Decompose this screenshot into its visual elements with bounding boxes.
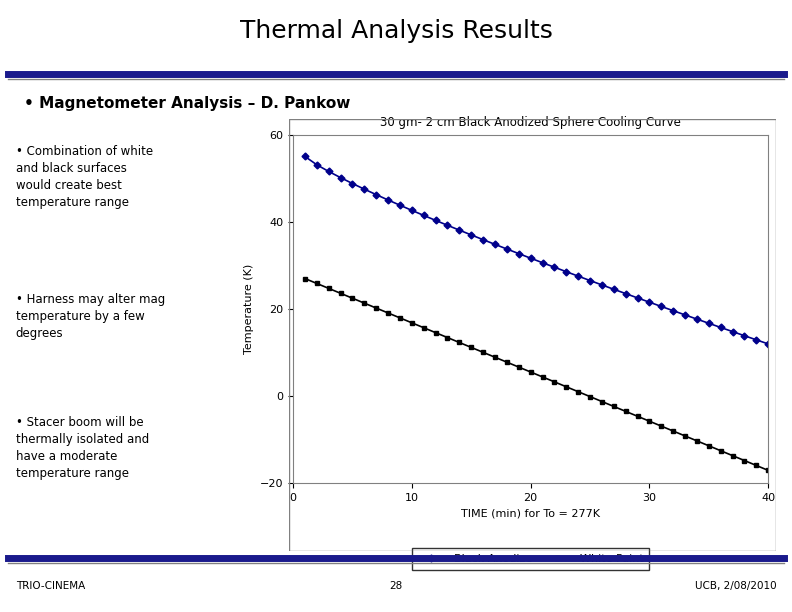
Black Anodize — [312, 161, 322, 168]
Black Anodize — [455, 226, 464, 234]
White Paint — [348, 294, 357, 302]
Black Anodize — [538, 259, 547, 266]
White Paint — [466, 344, 476, 351]
Text: 28: 28 — [390, 581, 402, 591]
White Paint — [573, 388, 583, 395]
White Paint — [668, 427, 678, 435]
White Paint — [502, 359, 512, 366]
Black Anodize — [371, 191, 381, 198]
Black Anodize — [763, 340, 773, 348]
Black Anodize — [668, 307, 678, 315]
White Paint — [621, 408, 630, 415]
White Paint — [692, 437, 702, 444]
White Paint — [514, 364, 524, 371]
Black Anodize — [680, 312, 690, 319]
Black Anodize — [752, 336, 761, 343]
Legend: Black Anodize, White Paint: Black Anodize, White Paint — [412, 548, 649, 570]
Text: • Harness may alter mag
temperature by a few
degrees: • Harness may alter mag temperature by a… — [16, 293, 165, 340]
Text: • Magnetometer Analysis – D. Pankow: • Magnetometer Analysis – D. Pankow — [24, 95, 350, 111]
Black Anodize — [609, 286, 619, 293]
White Paint — [763, 467, 773, 474]
Black Anodize — [443, 222, 452, 229]
Black Anodize — [395, 201, 405, 209]
Black Anodize — [740, 332, 749, 340]
Title: 30 gm- 2 cm Black Anodized Sphere Cooling Curve: 30 gm- 2 cm Black Anodized Sphere Coolin… — [380, 116, 681, 129]
White Paint — [490, 354, 500, 361]
Line: White Paint: White Paint — [303, 276, 771, 473]
Black Anodize — [573, 272, 583, 280]
White Paint — [550, 378, 559, 386]
Black Anodize — [466, 231, 476, 239]
White Paint — [419, 324, 428, 332]
White Paint — [312, 280, 322, 287]
Line: Black Anodize: Black Anodize — [303, 154, 771, 346]
Black Anodize — [621, 290, 630, 297]
Black Anodize — [514, 250, 524, 257]
Black Anodize — [407, 207, 417, 214]
Black Anodize — [585, 277, 595, 284]
White Paint — [443, 334, 452, 341]
Black Anodize — [324, 168, 333, 175]
White Paint — [455, 339, 464, 346]
Black Anodize — [490, 241, 500, 248]
Y-axis label: Temperature (K): Temperature (K) — [244, 264, 254, 354]
Black Anodize — [478, 236, 488, 244]
White Paint — [478, 349, 488, 356]
White Paint — [407, 319, 417, 326]
White Paint — [526, 368, 535, 376]
White Paint — [371, 304, 381, 312]
Black Anodize — [716, 324, 725, 331]
Black Anodize — [502, 245, 512, 253]
Black Anodize — [431, 217, 440, 224]
Black Anodize — [728, 328, 737, 335]
White Paint — [657, 422, 666, 430]
White Paint — [431, 329, 440, 337]
White Paint — [360, 299, 369, 307]
White Paint — [324, 285, 333, 292]
White Paint — [300, 275, 310, 282]
Text: Thermal Analysis Results: Thermal Analysis Results — [239, 20, 553, 43]
Black Anodize — [550, 264, 559, 271]
Black Anodize — [692, 315, 702, 323]
Black Anodize — [360, 185, 369, 193]
Black Anodize — [383, 196, 393, 204]
Black Anodize — [597, 282, 607, 289]
White Paint — [716, 447, 725, 454]
White Paint — [538, 373, 547, 381]
White Paint — [633, 412, 642, 420]
Black Anodize — [645, 299, 654, 306]
Black Anodize — [633, 294, 642, 302]
Black Anodize — [348, 180, 357, 187]
White Paint — [383, 309, 393, 316]
Black Anodize — [657, 303, 666, 310]
Text: • Combination of white
and black surfaces
would create best
temperature range: • Combination of white and black surface… — [16, 145, 153, 209]
Black Anodize — [336, 174, 345, 181]
White Paint — [395, 314, 405, 321]
White Paint — [597, 398, 607, 405]
Black Anodize — [419, 212, 428, 219]
Text: TRIO-CINEMA: TRIO-CINEMA — [16, 581, 85, 591]
White Paint — [562, 383, 571, 390]
White Paint — [585, 393, 595, 400]
White Paint — [704, 442, 714, 449]
White Paint — [680, 432, 690, 439]
Black Anodize — [562, 268, 571, 275]
White Paint — [752, 462, 761, 469]
Black Anodize — [300, 153, 310, 160]
White Paint — [728, 452, 737, 460]
Black Anodize — [526, 255, 535, 262]
White Paint — [740, 457, 749, 465]
X-axis label: TIME (min) for To = 277K: TIME (min) for To = 277K — [461, 509, 600, 519]
Text: • Stacer boom will be
thermally isolated and
have a moderate
temperature range: • Stacer boom will be thermally isolated… — [16, 416, 149, 480]
Black Anodize — [704, 319, 714, 327]
White Paint — [645, 417, 654, 425]
White Paint — [336, 289, 345, 297]
White Paint — [609, 403, 619, 410]
Text: UCB, 2/08/2010: UCB, 2/08/2010 — [695, 581, 776, 591]
